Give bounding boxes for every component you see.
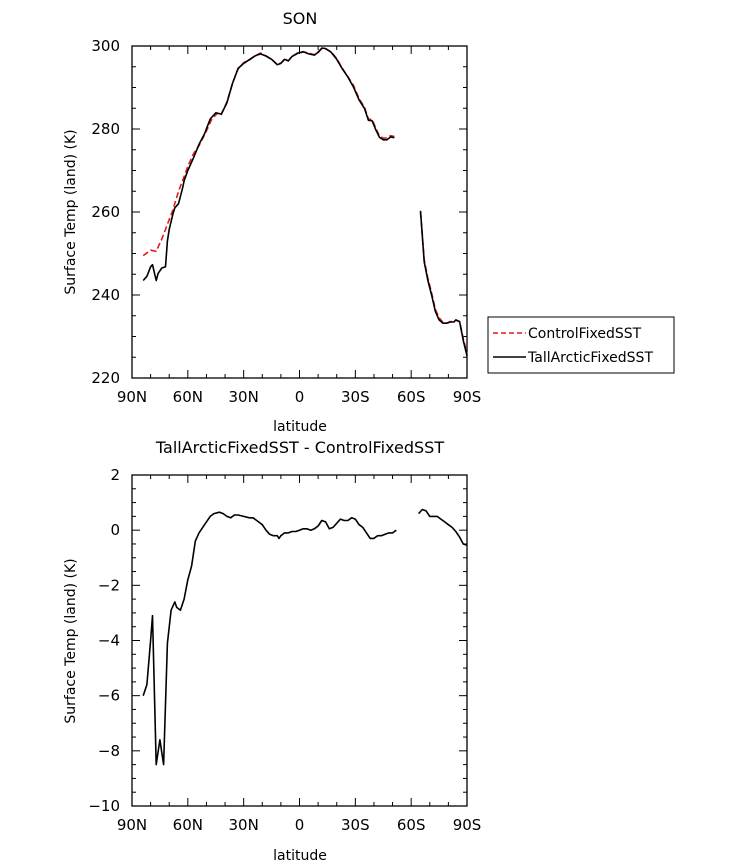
top-ytick-label: 240 [91, 286, 120, 304]
top-series-controlfixedsst-segment-1 [419, 211, 468, 355]
top-ytick-label: 220 [91, 369, 120, 387]
top-chart-title: SON [283, 9, 318, 28]
bottom-xtick-label: 90N [117, 816, 147, 834]
bottom-xtick-label: 90S [453, 816, 482, 834]
top-chart-axes: 90N 60N 30N 0 30S 60S 90S 220 240 260 280 300 [91, 37, 481, 406]
top-chart-panel: SON latitude Surface Temp (land) (K) 90N… [63, 9, 675, 435]
legend-label-control: ControlFixedSST [528, 326, 642, 342]
bottom-xtick-label: 60N [173, 816, 203, 834]
top-xtick-label: 60S [397, 388, 426, 406]
top-chart-ylabel: Surface Temp (land) (K) [63, 129, 79, 294]
bottom-ytick-label: −10 [88, 797, 120, 815]
top-xtick-label: 30S [341, 388, 370, 406]
top-xtick-label: 90N [117, 388, 147, 406]
bottom-plot-frame [131, 474, 468, 807]
top-series-controlfixedsst-segment-0 [142, 47, 395, 257]
top-xtick-label: 90S [453, 388, 482, 406]
top-ytick-label: 300 [91, 37, 120, 55]
bottom-chart-panel: TallArcticFixedSST - ControlFixedSST lat… [63, 438, 481, 864]
bottom-series-tallarcticfixedsst-controlfixedsst-segment-0 [142, 511, 397, 766]
top-series-tallarcticfixedsst-segment-0 [142, 47, 395, 282]
bottom-ytick-label: 0 [110, 521, 120, 539]
bottom-chart-ylabel: Surface Temp (land) (K) [63, 558, 79, 723]
top-chart-legend: ControlFixedSST TallArcticFixedSST [487, 316, 675, 374]
legend-box [487, 316, 675, 374]
bottom-xtick-label: 60S [397, 816, 426, 834]
legend-label-tallarctic: TallArcticFixedSST [527, 350, 653, 366]
bottom-ytick-label: −2 [98, 576, 120, 594]
top-xtick-label: 60N [173, 388, 203, 406]
bottom-xtick-label: 30S [341, 816, 370, 834]
top-chart-xlabel: latitude [273, 419, 327, 435]
bottom-series-tallarcticfixedsst-controlfixedsst-segment-1 [418, 508, 468, 547]
top-ytick-label: 260 [91, 203, 120, 221]
top-chart-lines [142, 47, 468, 357]
bottom-ytick-label: 2 [110, 466, 120, 484]
bottom-chart-title: TallArcticFixedSST - ControlFixedSST [155, 438, 444, 457]
bottom-xtick-label: 0 [295, 816, 305, 834]
top-series-tallarcticfixedsst-segment-1 [419, 210, 468, 357]
bottom-ytick-label: −8 [98, 742, 120, 760]
bottom-chart-axes: 90N 60N 30N 0 30S 60S 90S −10 −8 −6 −4 −2 0 2 [88, 466, 481, 834]
bottom-chart-lines [142, 508, 468, 766]
top-xtick-label: 0 [295, 388, 305, 406]
bottom-ytick-label: −4 [98, 632, 120, 650]
top-xtick-label: 30N [229, 388, 259, 406]
top-ytick-label: 280 [91, 120, 120, 138]
bottom-ytick-label: −6 [98, 687, 120, 705]
bottom-xtick-label: 30N [229, 816, 259, 834]
top-plot-frame [131, 45, 468, 379]
bottom-chart-xlabel: latitude [273, 848, 327, 864]
